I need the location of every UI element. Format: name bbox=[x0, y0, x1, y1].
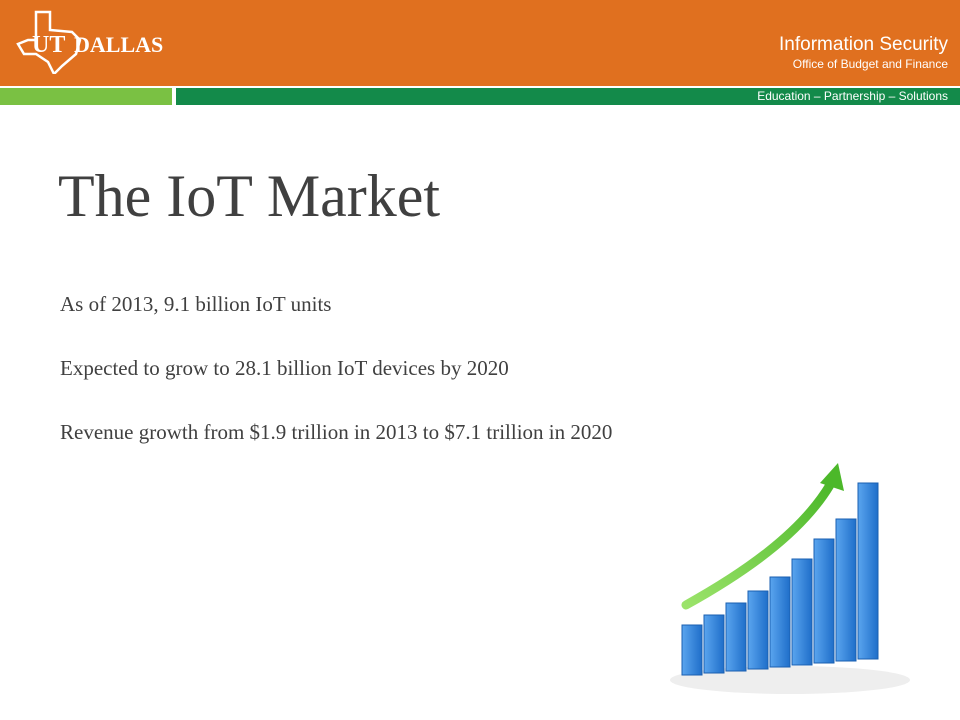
accent-bar bbox=[0, 86, 960, 106]
ut-dallas-logo: UT DALLAS bbox=[14, 10, 184, 74]
bullet-item: Expected to grow to 28.1 billion IoT dev… bbox=[60, 356, 509, 380]
logo-dallas-text: DALLAS bbox=[74, 32, 163, 57]
tagline: Education – Partnership – Solutions bbox=[757, 89, 948, 103]
growth-chart-icon bbox=[660, 455, 920, 705]
accent-bar-dark bbox=[176, 88, 960, 105]
office-name: Office of Budget and Finance bbox=[792, 57, 948, 71]
department-title: Information Security bbox=[779, 34, 948, 55]
logo-ut-text: UT bbox=[32, 32, 65, 58]
bullet-list: As of 2013, 9.1 billion IoT units Expect… bbox=[60, 288, 612, 480]
slide-header: UT DALLAS Information Security Office of… bbox=[0, 0, 960, 86]
department-block: Information Security Office of Budget an… bbox=[779, 34, 948, 72]
slide-title: The IoT Market bbox=[58, 163, 441, 229]
bullet-item: Revenue growth from $1.9 trillion in 201… bbox=[60, 420, 613, 444]
bullet-item: As of 2013, 9.1 billion IoT units bbox=[60, 292, 332, 316]
bars-group bbox=[681, 482, 879, 676]
accent-bar-light bbox=[0, 88, 172, 105]
